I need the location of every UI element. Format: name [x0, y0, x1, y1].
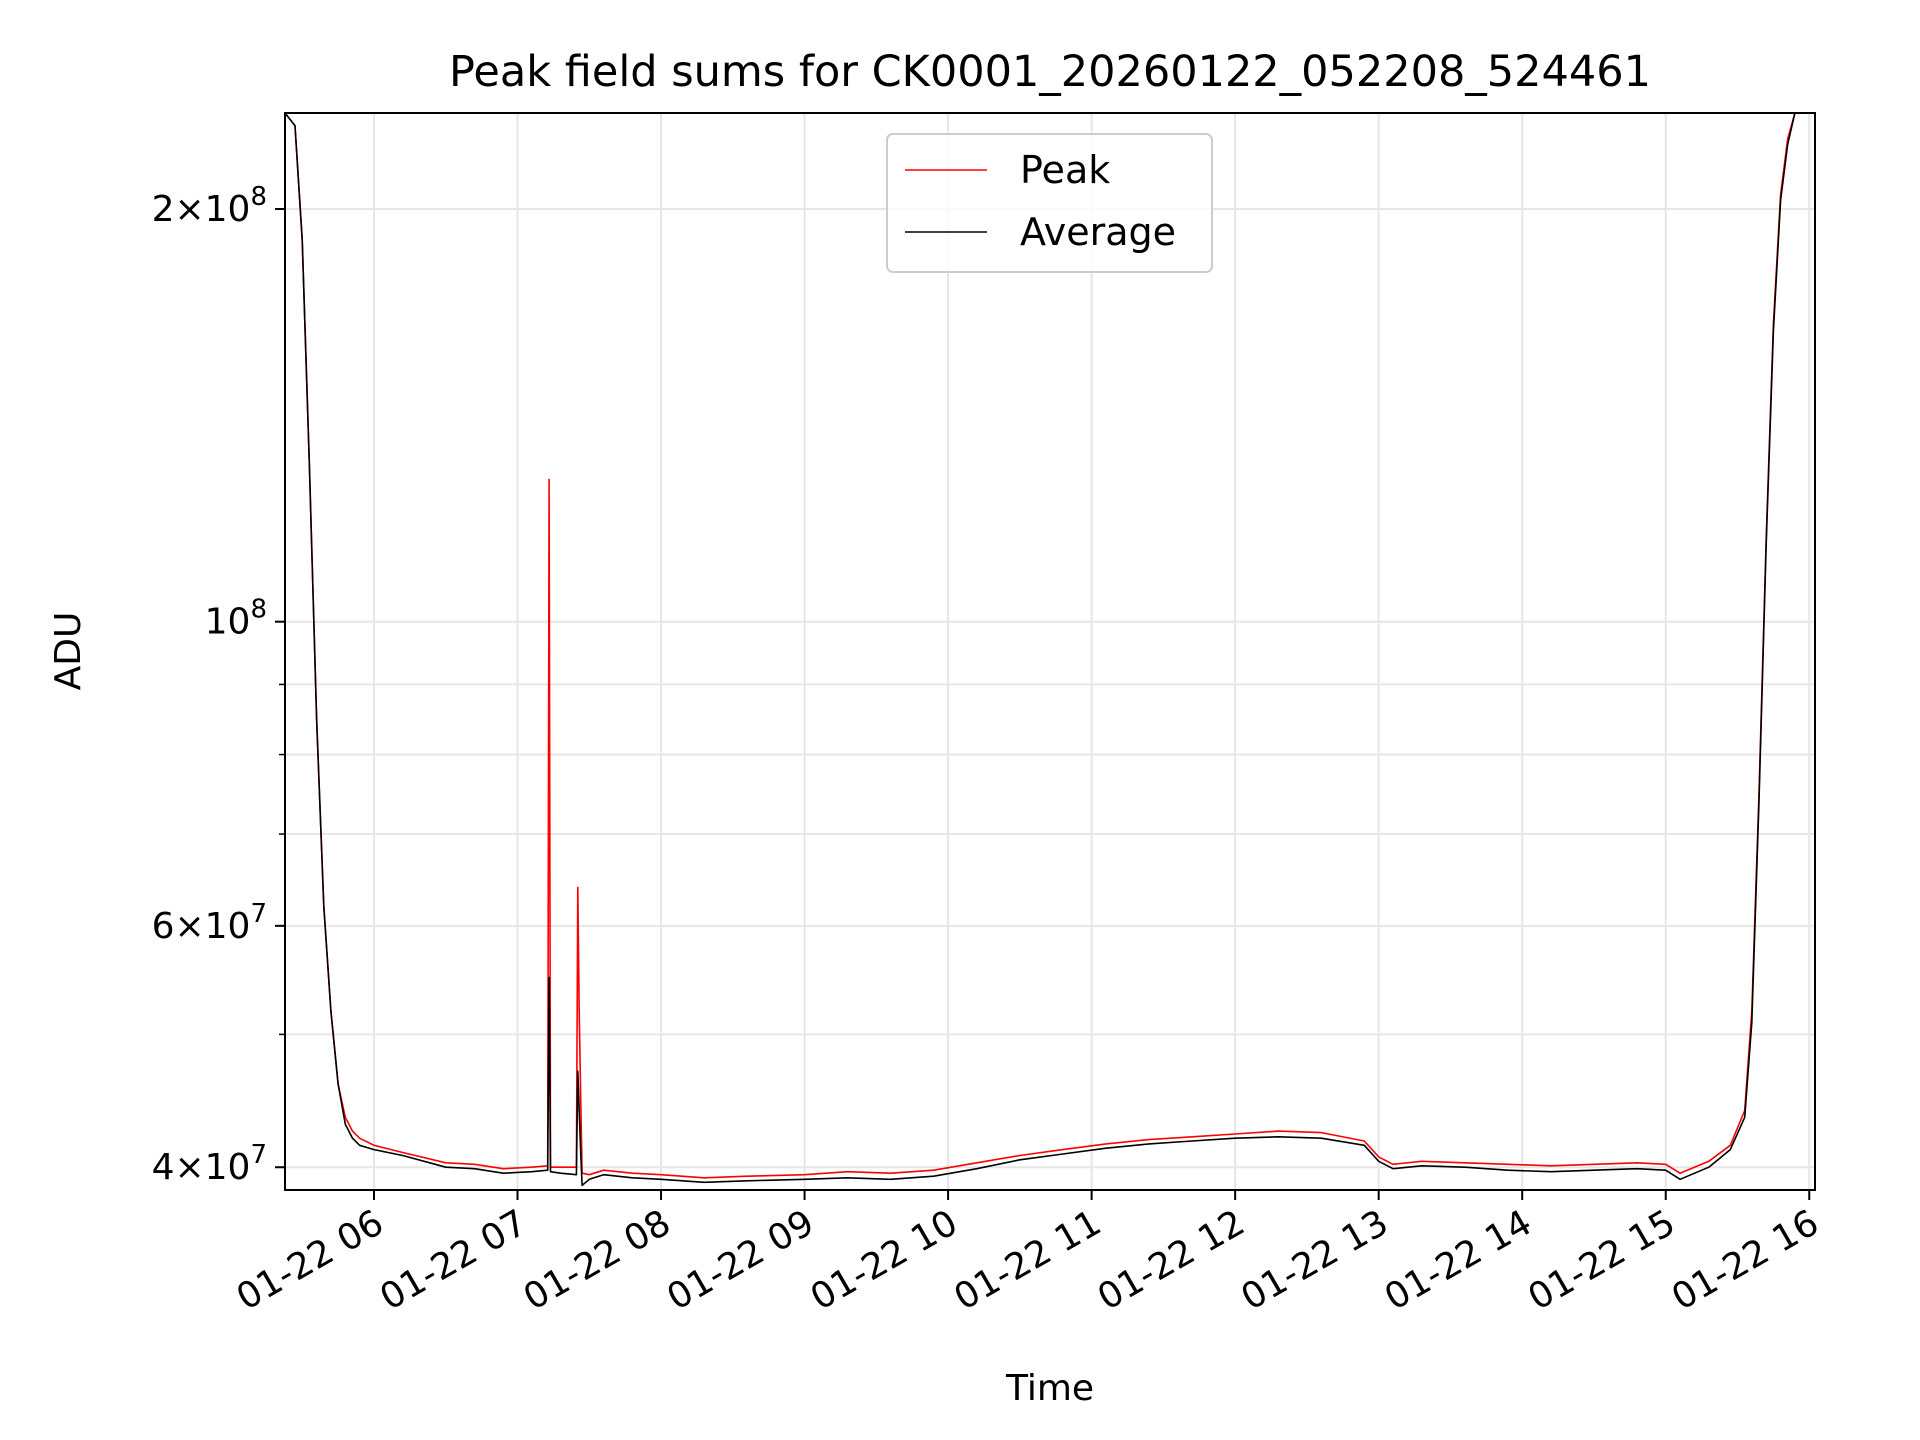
series-line-peak [285, 113, 1815, 1179]
legend-label-peak: Peak [1020, 148, 1110, 192]
chart-title: Peak field sums for CK0001_20260122_0522… [449, 47, 1651, 97]
plot-area [285, 113, 1815, 1187]
grid [285, 113, 1815, 1190]
legend-label-average: Average [1020, 210, 1176, 254]
y-axis: 4×107 6×107 108 2×108 [152, 182, 285, 1188]
y-tick-label: 108 [205, 595, 267, 643]
axes-frame [284, 112, 1816, 1191]
y-tick-label: 6×107 [152, 899, 267, 947]
series-line-average [285, 113, 1815, 1187]
y-tick-label: 4×107 [152, 1140, 267, 1188]
y-axis-label: ADU [48, 612, 89, 691]
legend: Peak Average [886, 133, 1213, 273]
y-tick-label: 2×108 [152, 182, 267, 230]
legend-box [886, 133, 1213, 273]
x-axis-label: Time [1005, 1368, 1094, 1409]
